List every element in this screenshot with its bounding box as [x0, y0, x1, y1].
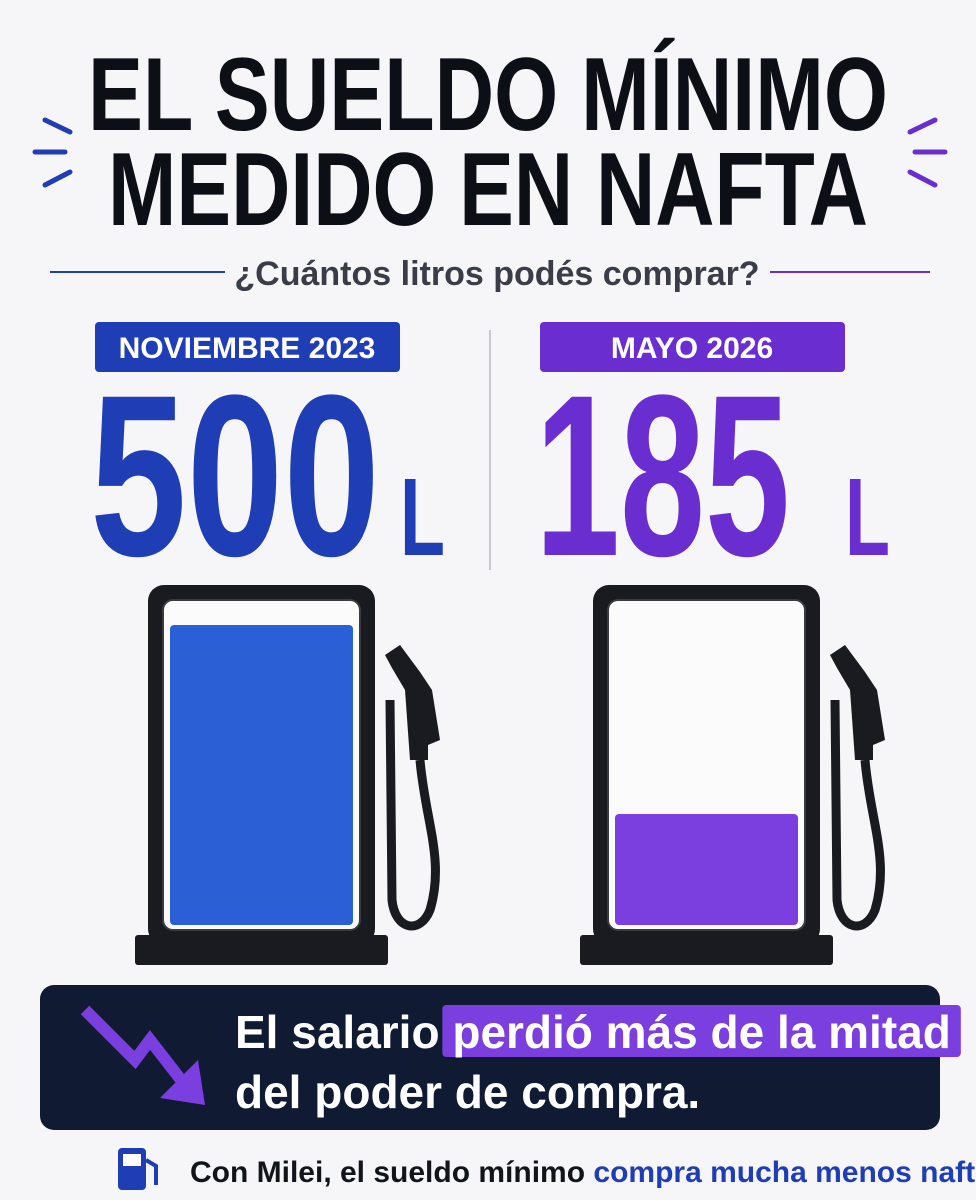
highlight-box [442, 1005, 961, 1057]
hose [830, 699, 885, 931]
footer-text: Con Milei, el sueldo mínimo compra mucha… [190, 1156, 976, 1189]
pump-base [135, 935, 388, 965]
title-line: EL SUELDO MÍNIMO [88, 37, 888, 153]
footer-text: Con Milei, el sueldo mínimo [190, 1156, 585, 1189]
hose [385, 699, 440, 931]
arrow-head [160, 1060, 205, 1105]
down-arrow [80, 1005, 190, 1089]
banner-highlight: perdió más de la mitad [452, 1006, 950, 1058]
panel-label: MAYO 2026 [611, 332, 773, 365]
panel-label: NOVIEMBRE 2023 [119, 332, 376, 365]
panel-unit: L [400, 456, 445, 579]
panel-value: 185 [535, 347, 790, 604]
pump-icon [118, 1148, 158, 1190]
banner-text: El salario perdió más de la mitad [235, 1006, 951, 1058]
footer-highlight: compra mucha menos nafta. [593, 1156, 976, 1189]
subtitle: ¿Cuántos litros podés comprar? [234, 255, 759, 293]
accent-left [32, 117, 73, 188]
banner-text: del poder de compra. [235, 1066, 700, 1118]
accent-right [907, 117, 948, 188]
label-box [95, 322, 400, 372]
fuel-level [615, 814, 798, 925]
pump-base [580, 935, 833, 965]
title-line: MEDIDO EN NAFTA [108, 132, 868, 248]
panel-value: 500 [90, 347, 380, 604]
nozzle [385, 645, 440, 760]
fuel-level [170, 625, 353, 925]
label-box [540, 322, 845, 372]
nozzle [830, 645, 885, 760]
banner-text: El salario [235, 1006, 440, 1058]
panel-unit: L [845, 456, 890, 579]
